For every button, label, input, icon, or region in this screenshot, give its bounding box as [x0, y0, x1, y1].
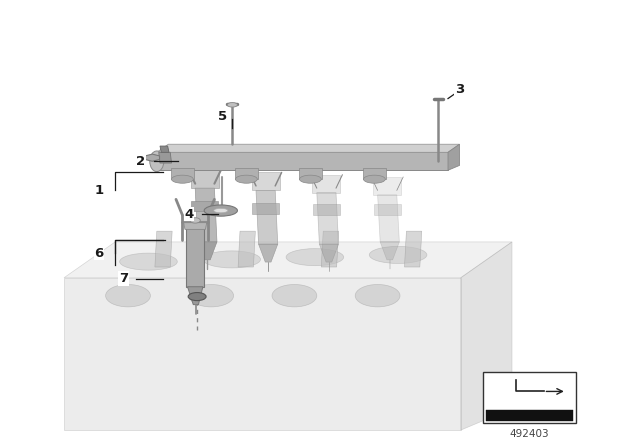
- Text: 7: 7: [119, 272, 128, 285]
- Ellipse shape: [189, 284, 234, 307]
- Ellipse shape: [188, 293, 206, 301]
- Polygon shape: [157, 144, 460, 152]
- Polygon shape: [157, 152, 448, 170]
- Ellipse shape: [203, 251, 260, 268]
- Ellipse shape: [106, 284, 150, 307]
- Polygon shape: [317, 193, 339, 244]
- Text: 2: 2: [136, 155, 145, 168]
- Ellipse shape: [369, 246, 427, 263]
- Polygon shape: [64, 242, 512, 278]
- Polygon shape: [184, 223, 207, 229]
- Polygon shape: [186, 225, 204, 287]
- Polygon shape: [64, 278, 461, 430]
- Polygon shape: [461, 242, 512, 430]
- Polygon shape: [195, 188, 217, 242]
- Polygon shape: [160, 146, 169, 152]
- Polygon shape: [448, 144, 460, 170]
- Polygon shape: [319, 244, 339, 262]
- Ellipse shape: [364, 175, 385, 183]
- Polygon shape: [404, 231, 422, 267]
- Text: 3: 3: [455, 83, 464, 96]
- Ellipse shape: [150, 151, 164, 172]
- Ellipse shape: [204, 205, 237, 216]
- Ellipse shape: [190, 218, 200, 223]
- Ellipse shape: [214, 208, 228, 213]
- Polygon shape: [191, 170, 219, 188]
- Polygon shape: [374, 204, 401, 215]
- Text: 4: 4: [184, 207, 193, 221]
- Ellipse shape: [272, 284, 317, 307]
- Text: 5: 5: [218, 110, 227, 123]
- Polygon shape: [378, 195, 399, 242]
- Polygon shape: [380, 242, 399, 260]
- Text: 492403: 492403: [510, 429, 549, 439]
- Polygon shape: [373, 177, 401, 195]
- Polygon shape: [486, 410, 573, 421]
- Polygon shape: [252, 203, 279, 214]
- Bar: [483, 372, 576, 423]
- Polygon shape: [155, 231, 172, 267]
- Polygon shape: [299, 168, 322, 179]
- Polygon shape: [321, 231, 339, 267]
- Ellipse shape: [300, 175, 321, 183]
- Polygon shape: [188, 287, 203, 305]
- Ellipse shape: [355, 284, 400, 307]
- Ellipse shape: [120, 253, 177, 270]
- Polygon shape: [313, 204, 340, 215]
- Polygon shape: [198, 242, 217, 260]
- Ellipse shape: [236, 175, 257, 183]
- Text: 1: 1: [95, 184, 104, 197]
- Ellipse shape: [286, 249, 344, 266]
- Polygon shape: [259, 244, 278, 262]
- Polygon shape: [159, 152, 172, 163]
- Polygon shape: [235, 168, 258, 179]
- Ellipse shape: [227, 103, 237, 107]
- Polygon shape: [252, 172, 280, 190]
- Polygon shape: [238, 231, 255, 267]
- Polygon shape: [256, 190, 278, 244]
- Polygon shape: [191, 201, 218, 211]
- Polygon shape: [171, 168, 194, 179]
- Ellipse shape: [172, 175, 193, 183]
- Polygon shape: [312, 175, 340, 193]
- Polygon shape: [145, 154, 159, 161]
- Polygon shape: [363, 168, 386, 179]
- Text: 6: 6: [95, 246, 104, 260]
